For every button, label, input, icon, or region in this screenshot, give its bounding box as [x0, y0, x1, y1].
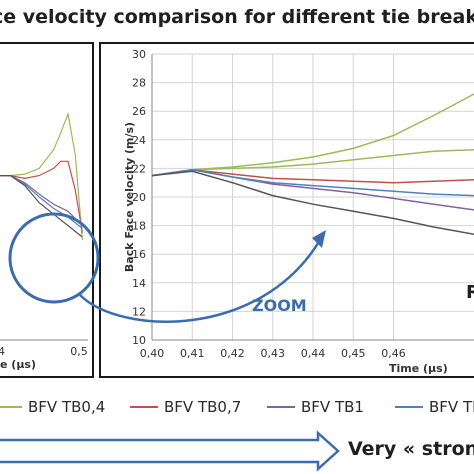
zoom-circle	[8, 212, 100, 304]
legend: BFV TB0,4 BFV TB0,7 BFV TB1 BFV TB	[0, 388, 474, 424]
zoom-arrow-curve	[79, 239, 322, 323]
series-line-right-2	[152, 169, 474, 184]
legend-swatch-tb04	[0, 406, 22, 408]
series-line-left-1	[0, 160, 83, 233]
y-axis-label: Back Face velocity (m/s)	[123, 122, 136, 272]
legend-item-tb04: BFV TB0,4	[0, 398, 105, 416]
right-chart-panel	[99, 42, 474, 378]
x-tick-label: 0,44	[301, 347, 326, 360]
series-line-right-5	[152, 170, 474, 235]
left-x-axis-label: e (µs)	[0, 358, 36, 371]
y-tick-label: 12	[132, 305, 146, 318]
legend-label-tb07: BFV TB0,7	[164, 398, 242, 416]
scale-arrow	[0, 430, 340, 472]
y-tick-label: 28	[132, 77, 146, 90]
legend-swatch-tb1	[267, 406, 295, 408]
zoom-label: ZOOM	[252, 296, 307, 315]
tie-break-scale-row: Very « strong	[0, 430, 474, 474]
x-tick-label: 0,41	[180, 347, 205, 360]
y-tick-label: 22	[132, 162, 146, 175]
x-tick-label: 0,40	[140, 347, 165, 360]
series-line-left-0	[0, 111, 83, 240]
cut-off-label: R	[466, 282, 474, 303]
left-chart-panel	[0, 42, 94, 378]
left-x-tick-label: 0,5	[70, 345, 88, 358]
legend-item-tb-blue: BFV TB	[395, 398, 474, 416]
series-line-right-4	[152, 169, 474, 197]
legend-label-tb1: BFV TB1	[301, 398, 364, 416]
legend-label-tb04: BFV TB0,4	[28, 398, 106, 416]
series-line-right-1	[152, 149, 474, 177]
y-tick-label: 18	[132, 220, 146, 233]
y-tick-label: 16	[132, 248, 146, 261]
very-strong-label: Very « strong	[348, 438, 474, 460]
legend-swatch-tb-blue	[395, 406, 423, 408]
series-line-left-4	[0, 175, 83, 238]
y-tick-label: 30	[132, 48, 146, 61]
zoom-arrow-head	[312, 230, 326, 248]
x-tick-label: 0,45	[341, 347, 366, 360]
y-tick-label: 20	[132, 191, 146, 204]
legend-label-tb-blue: BFV TB	[429, 398, 474, 416]
left-x-tick-label: 4	[0, 345, 5, 358]
right-x-axis-label: Time (µs)	[389, 362, 448, 375]
legend-item-tb07: BFV TB0,7	[130, 398, 241, 416]
chart-title: ce velocity comparison for different tie…	[0, 6, 474, 28]
y-tick-label: 24	[132, 134, 146, 147]
y-tick-label: 10	[132, 334, 146, 347]
legend-swatch-tb07	[130, 406, 158, 408]
y-tick-label: 14	[132, 277, 146, 290]
x-tick-label: 0,46	[381, 347, 406, 360]
legend-item-tb1: BFV TB1	[267, 398, 364, 416]
x-tick-label: 0,43	[261, 347, 286, 360]
scale-arrow-shape	[0, 430, 340, 472]
y-tick-label: 26	[132, 105, 146, 118]
x-tick-label: 0,42	[220, 347, 245, 360]
